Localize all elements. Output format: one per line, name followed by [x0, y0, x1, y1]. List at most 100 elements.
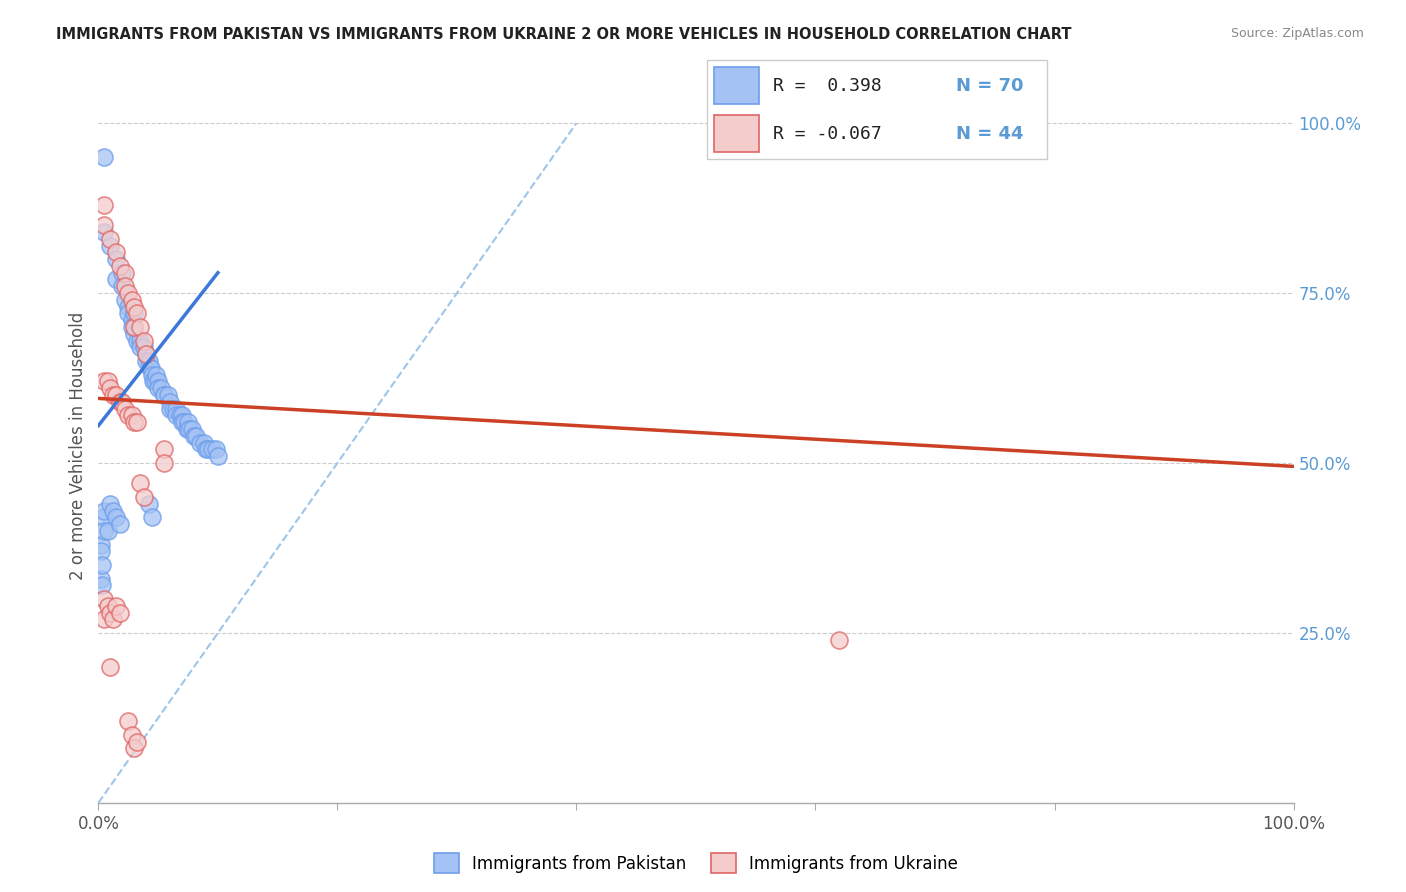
Text: Source: ZipAtlas.com: Source: ZipAtlas.com	[1230, 27, 1364, 40]
Point	[117, 714, 139, 729]
Point	[156, 388, 179, 402]
Point	[176, 422, 198, 436]
Point	[169, 409, 191, 423]
Point	[105, 245, 128, 260]
Point	[135, 347, 157, 361]
Point	[121, 293, 143, 307]
Point	[98, 232, 122, 246]
Point	[197, 442, 219, 457]
Point	[105, 272, 128, 286]
Point	[105, 599, 128, 613]
Point	[145, 368, 167, 382]
Point	[204, 442, 226, 457]
Point	[173, 415, 195, 429]
Point	[129, 476, 152, 491]
Point	[153, 442, 176, 457]
Point	[93, 591, 115, 606]
Point	[121, 728, 143, 742]
Point	[97, 524, 120, 538]
Point	[90, 572, 112, 586]
Point	[142, 375, 165, 389]
Point	[105, 510, 128, 524]
Point	[114, 401, 136, 416]
Point	[162, 401, 184, 416]
Text: R =  0.398: R = 0.398	[773, 77, 882, 95]
Point	[153, 456, 176, 470]
Point	[114, 266, 136, 280]
Point	[98, 381, 122, 395]
Point	[828, 632, 851, 647]
Point	[98, 497, 122, 511]
Point	[93, 225, 115, 239]
Point	[165, 409, 187, 423]
Text: N = 44: N = 44	[956, 125, 1024, 143]
Point	[188, 435, 211, 450]
Point	[139, 360, 162, 375]
Point	[124, 306, 146, 320]
Point	[159, 394, 181, 409]
Point	[124, 741, 146, 756]
Point	[90, 544, 112, 558]
Point	[180, 422, 202, 436]
Legend: Immigrants from Pakistan, Immigrants from Ukraine: Immigrants from Pakistan, Immigrants fro…	[427, 847, 965, 880]
Point	[114, 293, 136, 307]
Point	[101, 503, 124, 517]
Point	[129, 334, 152, 348]
Point	[159, 401, 181, 416]
Point	[108, 517, 131, 532]
Point	[108, 394, 131, 409]
Point	[201, 442, 224, 457]
Point	[111, 279, 134, 293]
Point	[111, 394, 134, 409]
FancyBboxPatch shape	[707, 60, 1047, 159]
Point	[91, 578, 114, 592]
FancyBboxPatch shape	[713, 67, 759, 104]
Point	[124, 300, 146, 314]
Point	[93, 375, 115, 389]
Point	[149, 381, 172, 395]
Text: R = -0.067: R = -0.067	[773, 125, 882, 143]
Point	[90, 537, 112, 551]
Point	[172, 415, 194, 429]
Point	[153, 388, 176, 402]
Point	[183, 429, 205, 443]
Point	[194, 442, 218, 457]
Point	[117, 306, 139, 320]
Point	[125, 306, 148, 320]
Point	[143, 375, 166, 389]
Point	[117, 286, 139, 301]
Point	[93, 524, 115, 538]
Point	[121, 409, 143, 423]
Point	[138, 497, 160, 511]
Point	[98, 238, 122, 252]
Point	[125, 734, 148, 748]
Point	[125, 415, 148, 429]
Text: N = 70: N = 70	[956, 77, 1024, 95]
Point	[148, 375, 170, 389]
Point	[108, 606, 131, 620]
Point	[177, 415, 200, 429]
Point	[139, 360, 162, 375]
Point	[124, 326, 146, 341]
Point	[93, 150, 115, 164]
Point	[108, 259, 131, 273]
Point	[111, 266, 134, 280]
Point	[135, 347, 157, 361]
Point	[172, 409, 194, 423]
Point	[105, 252, 128, 266]
Point	[179, 422, 201, 436]
Point	[93, 218, 115, 232]
Point	[93, 612, 115, 626]
Point	[193, 435, 215, 450]
Point	[105, 388, 128, 402]
Point	[138, 354, 160, 368]
Point	[148, 381, 170, 395]
Point	[117, 300, 139, 314]
Point	[129, 341, 152, 355]
Point	[121, 313, 143, 327]
Point	[93, 510, 115, 524]
Point	[97, 375, 120, 389]
Point	[132, 341, 155, 355]
Point	[165, 401, 187, 416]
Point	[121, 320, 143, 334]
